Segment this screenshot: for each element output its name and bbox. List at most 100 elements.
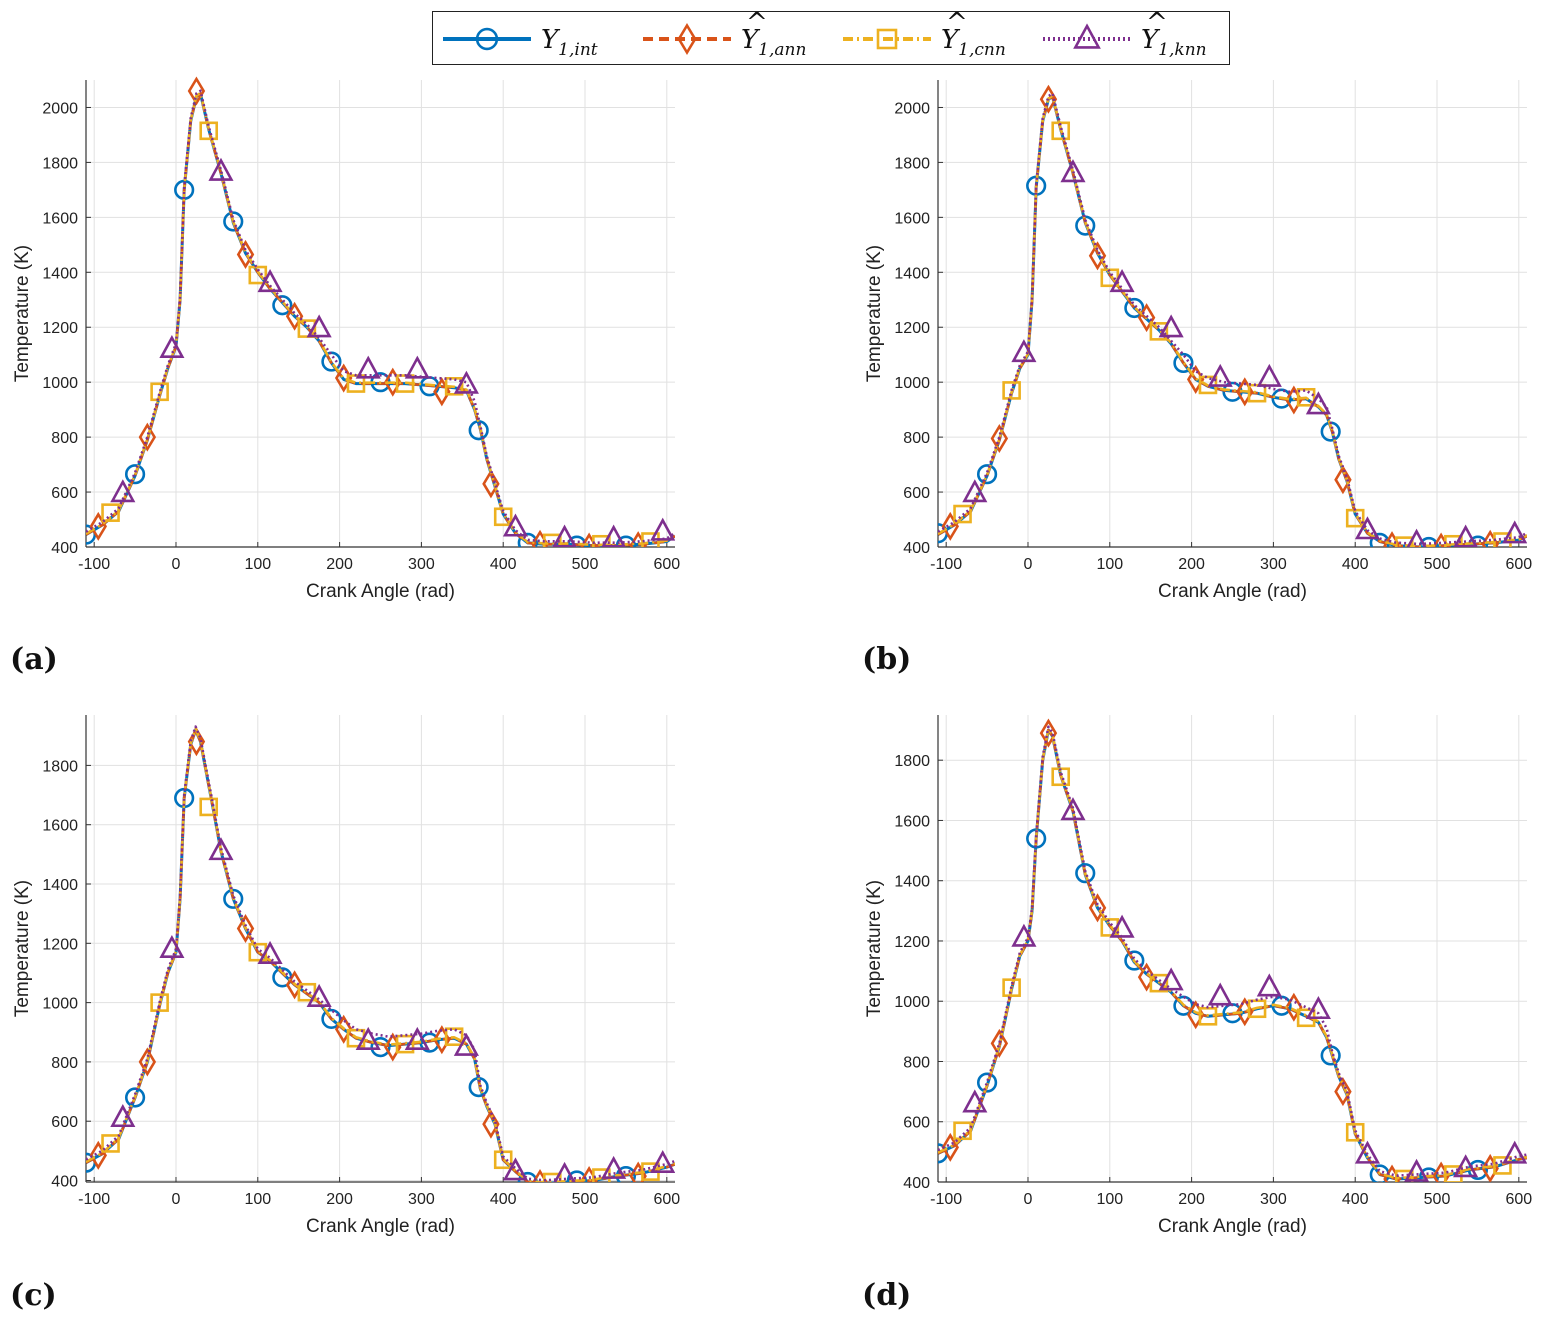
y-tick-label-4: 1200	[894, 320, 930, 337]
x-tick-label-0: -100	[78, 556, 110, 573]
grid	[86, 80, 675, 548]
series-2-point-2	[138, 422, 157, 452]
x-tick-label-6: 500	[572, 1191, 599, 1208]
series-4-point-10	[1406, 528, 1427, 547]
legend-hat-3: ^	[946, 12, 968, 38]
series-2-point-9	[482, 469, 500, 499]
grid	[938, 80, 1527, 548]
series-3-point-11	[1444, 534, 1463, 547]
series-3-point-2	[150, 382, 169, 402]
series-3-point-10	[1394, 1169, 1414, 1182]
series-1-point-4	[223, 888, 244, 909]
series-2-point-9	[1334, 465, 1352, 495]
series-3-point-2	[1002, 978, 1021, 997]
series-4-point-2	[1011, 339, 1037, 363]
series-3-point-3	[1051, 121, 1071, 141]
x-tick-label-4: 300	[408, 556, 435, 573]
series-line-1	[938, 95, 1527, 547]
series-4-point-9	[1354, 1140, 1381, 1164]
legend-label-1: Y1,int	[541, 25, 598, 60]
series-4-point-10	[553, 1161, 576, 1182]
series-1-point-5	[1124, 297, 1145, 319]
series-line-3	[938, 727, 1527, 1180]
series-1-point-4	[1075, 863, 1096, 884]
series-1-point-6	[1173, 995, 1194, 1016]
series-4-point-3	[208, 157, 234, 181]
y-tick-label-2: 800	[903, 1054, 930, 1071]
series-4-point-2	[1011, 923, 1037, 947]
series-3-point-5	[297, 319, 317, 338]
series-4-point-8	[453, 370, 479, 394]
chart-panel-c: -100 0 100 200 300 400 500 600 400 600 800 1000 1200…	[0, 710, 700, 1255]
series-1-point-4	[223, 211, 244, 232]
series-2-point-4	[236, 239, 255, 269]
series-4-point-3	[1060, 797, 1086, 821]
series-4-point-5	[306, 983, 332, 1007]
series-line-4	[86, 725, 675, 1182]
y-tick-label-5: 1400	[894, 265, 930, 282]
x-tick-label-3: 200	[1178, 556, 1205, 573]
series-3-point-1	[101, 503, 120, 522]
series-4-point-1	[110, 479, 136, 503]
x-tick-label-3: 200	[1178, 1191, 1205, 1208]
series-4-point-12	[1502, 520, 1527, 544]
series-4-point-11	[1453, 1154, 1479, 1178]
series-line-3	[938, 94, 1527, 547]
series-4-point-6	[355, 355, 381, 379]
series-1-point-11	[1418, 536, 1439, 547]
series-4-point-12	[650, 1149, 675, 1173]
x-tick-label-5: 400	[490, 556, 517, 573]
x-tick-label-1: 0	[172, 1191, 181, 1208]
series-2-point-2	[990, 1028, 1009, 1058]
series-3-point-2	[150, 993, 169, 1012]
x-axis-label: Crank Angle (rad)	[1158, 581, 1307, 602]
series-4-point-10	[552, 524, 577, 547]
x-tick-label-0: -100	[930, 1191, 962, 1208]
series-line-1	[86, 92, 675, 547]
x-tick-label-7: 600	[653, 1191, 680, 1208]
series-2-point-5	[285, 970, 304, 1000]
series-4-point-3	[208, 837, 234, 861]
legend-marker-1	[475, 27, 499, 51]
y-tick-label-3: 1000	[894, 375, 930, 392]
series-1-point-10	[517, 1171, 538, 1182]
series-4-point-8	[1305, 996, 1331, 1020]
x-tick-label-2: 100	[244, 1191, 271, 1208]
x-tick-label-2: 100	[1096, 1191, 1123, 1208]
x-tick-label-1: 0	[1024, 1191, 1033, 1208]
y-tick-label-0: 400	[51, 540, 78, 557]
series-3-point-9	[493, 507, 513, 527]
series-4-point-2	[159, 935, 185, 959]
series-4-point-4	[257, 269, 283, 293]
series-2-point-3	[187, 727, 206, 757]
series-1-point-2	[124, 464, 146, 485]
series-1-point-6	[1173, 352, 1194, 374]
series-4-point-11	[601, 524, 626, 547]
series-3-point-9	[1345, 1122, 1365, 1142]
series-4-point-6	[1207, 363, 1233, 387]
y-axis-label: Temperature (K)	[864, 245, 885, 382]
y-tick-label-0: 400	[903, 540, 930, 557]
x-tick-label-7: 600	[653, 556, 680, 573]
series-4-point-9	[1354, 516, 1381, 540]
y-tick-label-8: 2000	[42, 100, 78, 117]
y-tick-label-6: 1600	[894, 210, 930, 227]
plot-area	[938, 84, 1527, 547]
series-3-point-8	[444, 1027, 464, 1047]
series-2-point-5	[1137, 962, 1156, 992]
y-tick-label-6: 1600	[42, 210, 78, 227]
grid	[86, 715, 675, 1182]
y-tick-label-7: 1800	[894, 155, 930, 172]
series-2-point-6	[334, 363, 353, 393]
y-tick-label-2: 800	[51, 1055, 78, 1072]
chart-panel-b: -100 0 100 200 300 400 500 600 400 600 800 1000 1200…	[852, 75, 1550, 620]
y-axis-label: Temperature (K)	[864, 880, 885, 1017]
series-3-point-1	[953, 504, 972, 524]
series-1-point-5	[272, 295, 293, 316]
series-line-3	[86, 727, 675, 1182]
series-3-point-8	[1296, 387, 1316, 407]
series-4-point-9	[502, 1157, 529, 1181]
x-tick-label-4: 300	[1260, 556, 1287, 573]
series-4-point-2	[159, 334, 185, 358]
x-tick-label-2: 100	[1096, 556, 1123, 573]
